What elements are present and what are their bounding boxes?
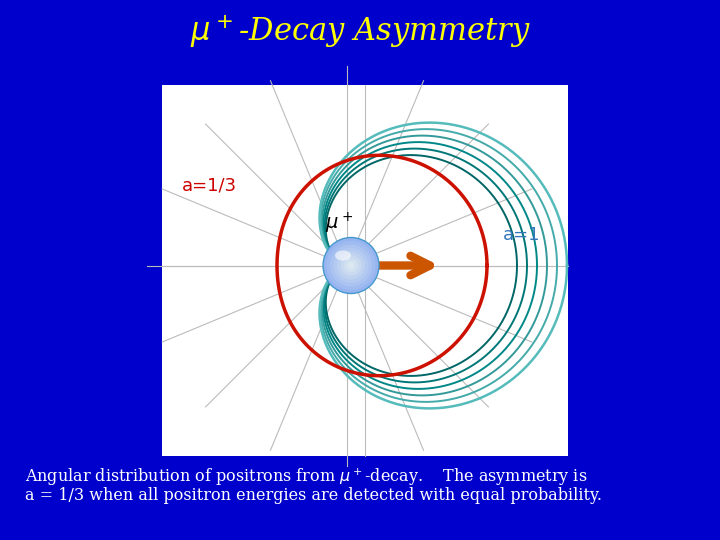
Ellipse shape xyxy=(335,251,351,260)
Circle shape xyxy=(333,248,369,283)
Circle shape xyxy=(337,252,365,280)
Text: a = 1/3 when all positron energies are detected with equal probability.: a = 1/3 when all positron energies are d… xyxy=(25,488,602,504)
Circle shape xyxy=(323,238,379,294)
Text: a=1: a=1 xyxy=(503,226,541,245)
Circle shape xyxy=(344,259,358,273)
Text: Angular distribution of positrons from $\mu^+$-decay.    The asymmetry is: Angular distribution of positrons from $… xyxy=(25,467,588,488)
Bar xyxy=(162,85,568,456)
Circle shape xyxy=(348,262,354,269)
Circle shape xyxy=(341,255,361,276)
Text: $\mu^+$: $\mu^+$ xyxy=(325,211,353,236)
Circle shape xyxy=(326,241,376,290)
Text: a=1/3: a=1/3 xyxy=(182,176,237,194)
Text: $\mu^+$-Decay Asymmetry: $\mu^+$-Decay Asymmetry xyxy=(189,14,531,50)
Circle shape xyxy=(330,245,372,287)
